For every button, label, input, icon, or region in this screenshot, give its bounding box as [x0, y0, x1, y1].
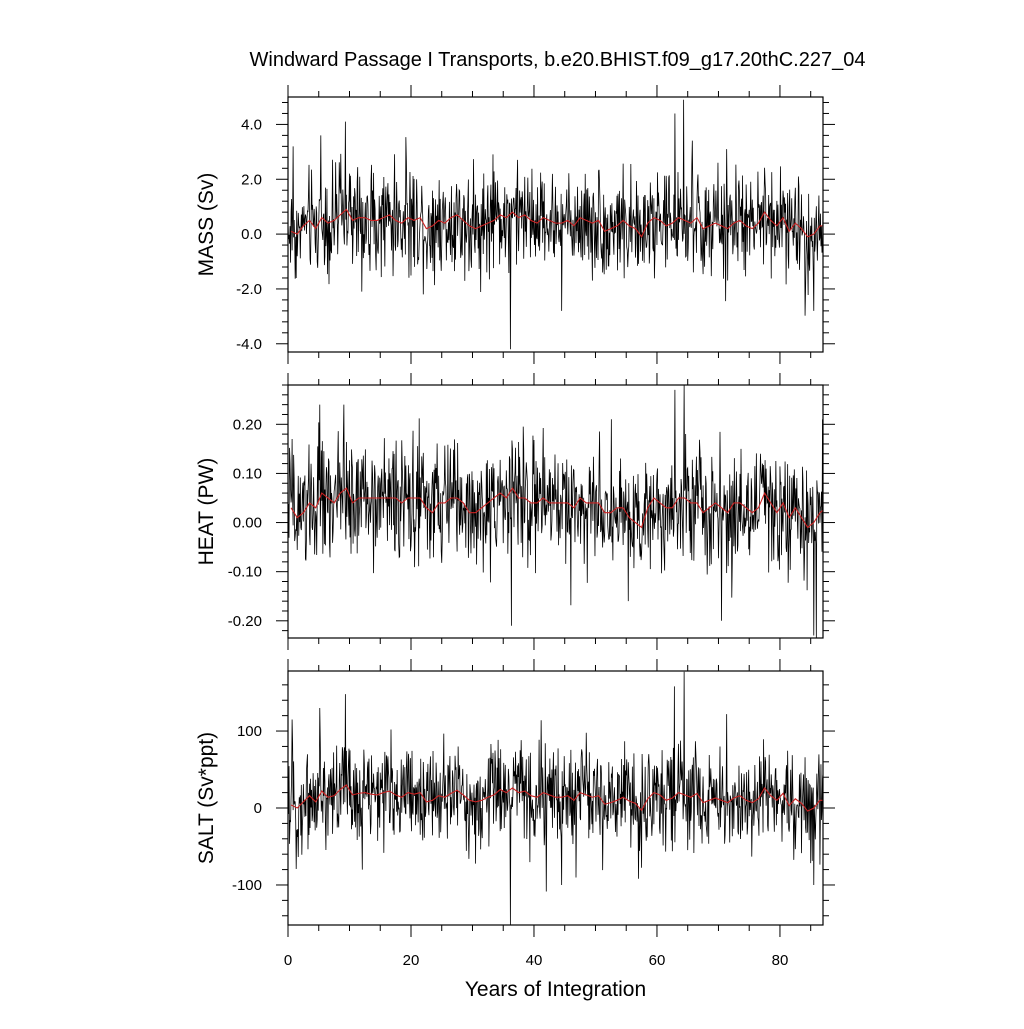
- y-axis-label: MASS (Sv): [195, 173, 218, 277]
- panel-frame: [287, 670, 824, 926]
- y-tick-label: -4.0: [236, 336, 262, 353]
- y-tick-label: -0.10: [228, 564, 262, 581]
- panel-3: -100 0 100 SALT (Sv*ppt): [195, 659, 835, 937]
- annual-mean-line: [290, 784, 823, 812]
- x-tick-label: 40: [526, 952, 543, 969]
- y-tick-label: -0.20: [228, 613, 262, 630]
- y-tick-label: 0.20: [233, 416, 262, 433]
- y-tick-label: -2.0: [236, 281, 262, 298]
- y-tick-label: 2.0: [241, 171, 262, 188]
- chart-panels: -4.0 -2.0 0.0 2.0 4.0 MASS (Sv) -0.20 -0.10 0.00…: [195, 85, 835, 969]
- annual-mean-line: [290, 487, 823, 529]
- panel-frame: [287, 96, 824, 353]
- y-tick-label: 4.0: [241, 116, 262, 133]
- annual-mean-line: [290, 208, 823, 238]
- x-tick-label: 60: [649, 952, 666, 969]
- monthly-series-line: [288, 99, 823, 350]
- y-axis-label: HEAT (PW): [195, 458, 218, 566]
- y-tick-label: 0.00: [233, 515, 262, 532]
- panel-1: -4.0 -2.0 0.0 2.0 4.0 MASS (Sv): [195, 85, 835, 364]
- x-tick-label: 20: [403, 952, 420, 969]
- x-axis-label: Years of Integration: [465, 978, 646, 1001]
- panel-2: -0.20 -0.10 0.00 0.10 0.20 HEAT (PW): [195, 373, 835, 650]
- panel-frame: [287, 384, 824, 639]
- y-tick-label: 0: [254, 800, 262, 817]
- monthly-series-line: [288, 671, 823, 925]
- x-tick-label: 80: [772, 952, 789, 969]
- chart-title: Windward Passage I Transports, b.e20.BHI…: [250, 49, 866, 71]
- y-axis-label: SALT (Sv*ppt): [195, 732, 218, 864]
- y-tick-label: -100: [232, 877, 262, 894]
- y-tick-label: 0.10: [233, 465, 262, 482]
- x-tick-label: 0: [284, 952, 292, 969]
- y-tick-label: 0.0: [241, 226, 262, 243]
- monthly-series-line: [288, 385, 823, 638]
- y-tick-label: 100: [237, 723, 262, 740]
